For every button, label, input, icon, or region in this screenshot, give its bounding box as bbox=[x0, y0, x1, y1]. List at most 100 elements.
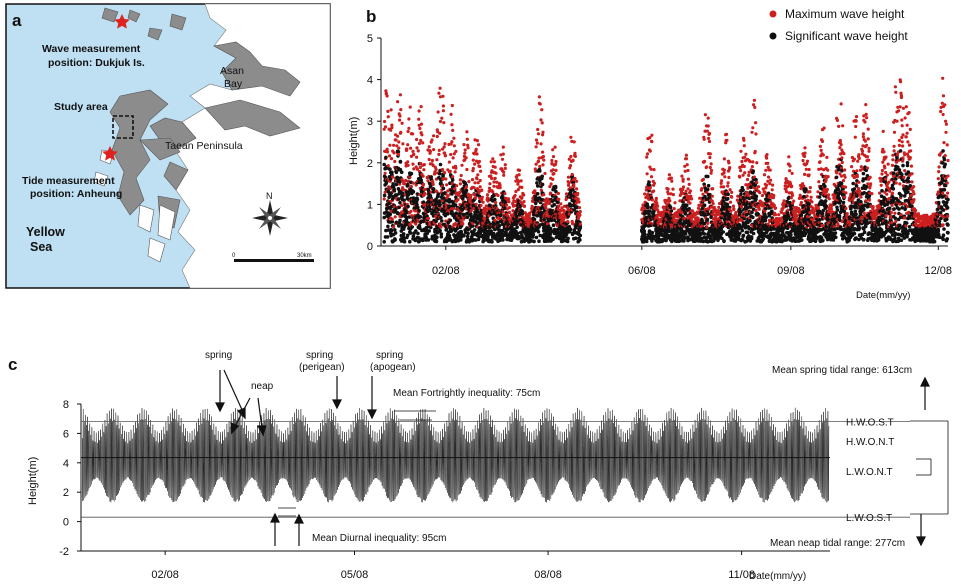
max-wave-point bbox=[649, 167, 653, 171]
sig-wave-point bbox=[390, 220, 395, 224]
max-wave-point bbox=[536, 159, 541, 163]
max-wave-point bbox=[405, 147, 409, 152]
sig-wave-point bbox=[448, 218, 453, 223]
max-wave-point bbox=[841, 179, 846, 183]
max-wave-point bbox=[705, 129, 710, 133]
max-wave-point bbox=[554, 162, 558, 166]
max-wave-point bbox=[438, 95, 443, 99]
sig-wave-point bbox=[840, 168, 844, 173]
max-wave-point bbox=[771, 183, 775, 187]
max-wave-point bbox=[719, 181, 723, 185]
max-wave-point bbox=[553, 145, 557, 149]
max-wave-point bbox=[407, 117, 411, 121]
max-wave-point bbox=[463, 151, 467, 155]
max-wave-point bbox=[522, 193, 526, 197]
max-wave-point bbox=[792, 199, 796, 203]
sig-wave-point bbox=[646, 204, 650, 209]
sig-wave-point bbox=[402, 236, 406, 241]
max-wave-point bbox=[755, 161, 759, 165]
panel-b-points bbox=[382, 76, 950, 244]
max-wave-point bbox=[807, 167, 811, 172]
max-wave-point bbox=[740, 159, 744, 164]
sig-wave-point bbox=[440, 219, 444, 223]
max-wave-point bbox=[570, 172, 574, 177]
max-wave-point bbox=[472, 186, 476, 190]
sig-wave-point bbox=[431, 190, 436, 194]
sig-wave-point bbox=[398, 160, 403, 164]
max-wave-point bbox=[826, 193, 831, 197]
sig-wave-point bbox=[748, 218, 752, 223]
max-wave-point bbox=[578, 222, 582, 226]
sig-wave-point bbox=[418, 215, 423, 219]
sig-wave-point bbox=[472, 228, 477, 232]
max-wave-point bbox=[416, 149, 420, 153]
max-wave-point bbox=[727, 161, 731, 165]
sig-wave-point bbox=[578, 226, 583, 230]
max-wave-point bbox=[742, 164, 746, 169]
max-wave-point bbox=[516, 182, 520, 186]
max-wave-point bbox=[671, 193, 676, 197]
max-wave-point bbox=[428, 149, 432, 153]
sig-wave-point bbox=[823, 184, 827, 189]
b-ytick-label: 3 bbox=[367, 116, 373, 128]
max-wave-point bbox=[744, 152, 748, 156]
sig-wave-point bbox=[739, 192, 743, 197]
max-wave-point bbox=[412, 167, 416, 171]
max-wave-point bbox=[491, 157, 495, 161]
sig-wave-point bbox=[382, 240, 387, 244]
sig-wave-point bbox=[388, 193, 393, 198]
sig-wave-point bbox=[738, 231, 742, 236]
sig-wave-point bbox=[466, 231, 470, 236]
max-wave-point bbox=[464, 185, 469, 189]
max-wave-point bbox=[475, 177, 479, 181]
max-wave-point bbox=[837, 124, 841, 128]
max-wave-point bbox=[803, 172, 807, 176]
max-wave-point bbox=[441, 94, 445, 98]
max-wave-point bbox=[549, 182, 553, 186]
sig-wave-point bbox=[420, 238, 425, 243]
sig-wave-point bbox=[823, 199, 828, 203]
max-wave-point bbox=[417, 123, 421, 127]
max-wave-point bbox=[756, 185, 761, 189]
sig-wave-point bbox=[441, 186, 446, 191]
max-wave-point bbox=[452, 144, 456, 148]
max-wave-point bbox=[471, 158, 475, 162]
max-wave-point bbox=[801, 158, 805, 163]
max-wave-point bbox=[751, 160, 755, 164]
max-wave-point bbox=[406, 163, 410, 167]
sig-wave-point bbox=[706, 187, 710, 192]
max-wave-point bbox=[843, 195, 847, 199]
max-wave-point bbox=[478, 185, 482, 189]
max-wave-point bbox=[754, 209, 758, 213]
max-wave-point bbox=[470, 178, 475, 182]
sig-wave-point bbox=[459, 238, 463, 242]
max-wave-point bbox=[390, 123, 394, 127]
max-wave-point bbox=[826, 168, 830, 172]
sig-wave-point bbox=[396, 150, 401, 154]
max-wave-point bbox=[466, 146, 470, 150]
max-wave-point bbox=[840, 160, 844, 165]
max-wave-point bbox=[818, 144, 823, 148]
max-wave-point bbox=[750, 165, 755, 169]
max-wave-point bbox=[421, 182, 426, 186]
max-wave-point bbox=[573, 176, 577, 181]
max-wave-point bbox=[575, 187, 579, 191]
max-wave-point bbox=[539, 188, 544, 192]
sig-wave-point bbox=[745, 230, 750, 235]
max-wave-point bbox=[449, 112, 453, 116]
max-wave-point bbox=[441, 177, 445, 181]
sig-wave-point bbox=[835, 208, 840, 212]
sig-wave-point bbox=[534, 235, 539, 240]
max-wave-point bbox=[458, 182, 462, 186]
max-wave-point bbox=[408, 175, 412, 179]
max-wave-point bbox=[790, 193, 795, 197]
max-wave-point bbox=[727, 175, 731, 180]
max-wave-point bbox=[752, 98, 757, 102]
max-wave-point bbox=[493, 165, 497, 169]
max-wave-point bbox=[415, 155, 419, 159]
max-wave-point bbox=[479, 203, 483, 208]
max-wave-point bbox=[503, 166, 507, 170]
max-wave-point bbox=[679, 210, 684, 215]
sig-wave-point bbox=[382, 215, 387, 220]
max-wave-point bbox=[460, 163, 464, 167]
